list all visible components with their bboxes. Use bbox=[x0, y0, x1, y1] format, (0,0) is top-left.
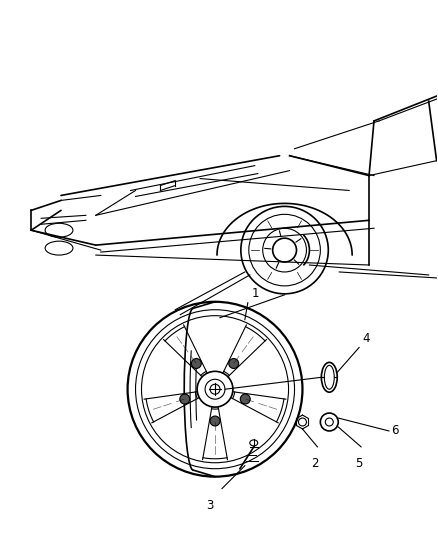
Text: 2: 2 bbox=[311, 457, 318, 470]
Circle shape bbox=[240, 394, 250, 404]
Circle shape bbox=[229, 359, 239, 368]
Circle shape bbox=[191, 359, 201, 368]
Text: 6: 6 bbox=[391, 424, 399, 438]
Circle shape bbox=[210, 416, 220, 426]
Text: 3: 3 bbox=[206, 498, 214, 512]
Text: 5: 5 bbox=[355, 457, 363, 470]
Circle shape bbox=[180, 394, 190, 404]
Text: 4: 4 bbox=[362, 332, 370, 344]
Text: 1: 1 bbox=[252, 287, 259, 300]
